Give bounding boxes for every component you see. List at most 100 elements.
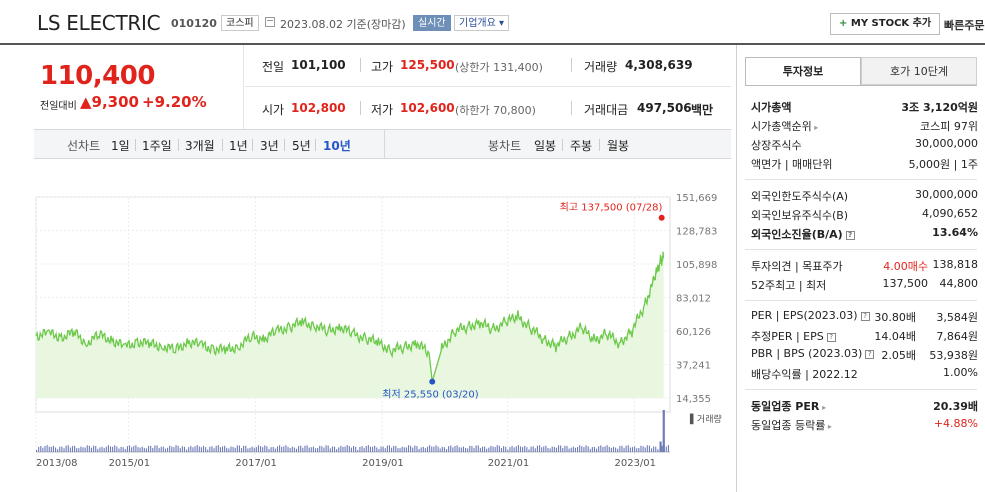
volume-bar — [422, 446, 424, 452]
volume-bar — [519, 446, 522, 452]
add-mystock-button[interactable]: + MY STOCK 추가 — [830, 13, 941, 35]
volume-bar — [549, 448, 551, 452]
volume-legend: ▌거래량 — [689, 413, 722, 425]
volume-bar — [572, 446, 574, 452]
volume-bar — [515, 446, 517, 452]
valuation-v1-2: 2.05배 — [881, 349, 916, 362]
realtime-button[interactable]: 실시간 — [413, 15, 451, 31]
opinion-row-label: 투자의견 | 목표주가 — [751, 260, 843, 273]
volume-bar — [158, 447, 160, 452]
volume-bar — [173, 447, 175, 452]
volume-bar — [412, 447, 414, 452]
tab-3y[interactable]: 3년 — [260, 139, 279, 153]
help-icon[interactable]: ? — [860, 312, 870, 321]
help-icon[interactable]: ? — [845, 231, 855, 240]
divider — [562, 139, 563, 151]
volume-bar — [536, 445, 538, 452]
company-overview-dropdown[interactable]: 기업개요 ▾ — [454, 15, 509, 31]
divider — [745, 249, 977, 250]
high52-value: 137,500 — [882, 277, 929, 290]
volume-bar — [634, 446, 636, 452]
volume-bar — [454, 445, 456, 452]
volume-bar — [69, 447, 71, 452]
volume-bar — [169, 445, 171, 452]
volume-bar — [198, 446, 200, 452]
volume-bar — [308, 447, 310, 452]
page-header — [0, 0, 985, 45]
volume-bar — [306, 445, 308, 452]
tab-investment-info[interactable]: 투자정보 — [745, 57, 861, 85]
help-icon[interactable]: ? — [865, 350, 875, 359]
volume-bar — [226, 447, 228, 452]
volume-bar — [215, 445, 217, 452]
volume-bar — [627, 445, 629, 452]
volume-bar — [101, 446, 103, 452]
divider — [178, 139, 179, 151]
volume-bar — [88, 445, 90, 452]
volume-bar — [224, 445, 226, 452]
volume-bar — [490, 445, 492, 452]
tab-1d[interactable]: 1일 — [111, 139, 130, 153]
volume-bar — [247, 448, 249, 452]
tab-10y[interactable]: 10년 — [323, 139, 351, 153]
divider — [245, 86, 731, 87]
volume-bar — [593, 446, 596, 452]
base-date: 2023.08.02 기준(장마감) — [280, 18, 406, 31]
sector-value-0: 20.39배 — [933, 400, 978, 413]
volume-bar — [181, 446, 183, 452]
volume-bar — [650, 448, 653, 452]
chart-period-bar: 선차트 1일 1주일 3개월 1년 3년 5년 10년 봉차트 일봉 주봉 월봉 — [34, 129, 731, 159]
volume-bar — [581, 446, 583, 452]
volume-bar — [374, 445, 376, 452]
volume-bar — [378, 448, 380, 452]
volume-bar — [59, 446, 61, 452]
valuation-v2-0: 3,584원 — [936, 311, 978, 324]
help-icon[interactable]: ? — [826, 333, 836, 342]
x-tick-label: 2023/01 — [614, 458, 656, 469]
low52-value: 44,800 — [939, 277, 979, 290]
volume-bar — [279, 445, 281, 452]
calendar-icon — [265, 17, 275, 27]
y-tick-label: 151,669 — [676, 193, 717, 204]
info-value-3: 5,000원 | 1주 — [908, 158, 978, 171]
volume-bar — [162, 446, 164, 452]
quick-order-button[interactable]: 빠른주문 — [944, 19, 985, 32]
volume-bar — [141, 446, 143, 452]
volume-bar — [76, 448, 78, 452]
volume-bar — [610, 447, 612, 452]
volume-bar — [105, 446, 107, 452]
tab-3m[interactable]: 3개월 — [185, 139, 215, 153]
divider — [360, 58, 361, 72]
tab-orderbook[interactable]: 호가 10단계 — [861, 57, 977, 85]
volume-bar — [481, 446, 484, 452]
divider — [745, 179, 977, 180]
tab-weekly[interactable]: 주봉 — [570, 139, 593, 153]
volume-bar — [545, 445, 547, 452]
volume-bar — [498, 445, 500, 452]
volume-bar — [325, 445, 327, 452]
volume-bar — [526, 447, 528, 452]
tab-monthly[interactable]: 월봉 — [607, 139, 630, 153]
volume-bar — [50, 446, 52, 452]
volume-bar — [391, 447, 393, 452]
volume-bar — [372, 446, 374, 452]
foreign-value-0: 30,000,000 — [915, 188, 978, 201]
volume-bar — [283, 446, 285, 452]
volume-bar — [80, 446, 82, 452]
volume-bar — [566, 445, 568, 452]
volume-bar — [221, 446, 224, 452]
tab-1w[interactable]: 1주일 — [142, 139, 172, 153]
tab-daily[interactable]: 일봉 — [534, 139, 557, 153]
valuation-v1-1: 14.04배 — [874, 330, 916, 343]
volume-bar — [488, 447, 490, 452]
volume-bar — [154, 445, 156, 452]
tab-1y[interactable]: 1년 — [229, 139, 248, 153]
volume-bar — [657, 449, 659, 452]
price-chart[interactable]: 151,669 128,783 105,898 83,012 60,126 37,241 1… — [0, 160, 736, 492]
volume-bar — [369, 446, 372, 452]
volume-bar — [272, 446, 274, 452]
tab-5y[interactable]: 5년 — [292, 139, 311, 153]
volume-bar — [219, 447, 221, 452]
volume-bar — [266, 446, 268, 452]
volume-bar — [503, 446, 505, 452]
